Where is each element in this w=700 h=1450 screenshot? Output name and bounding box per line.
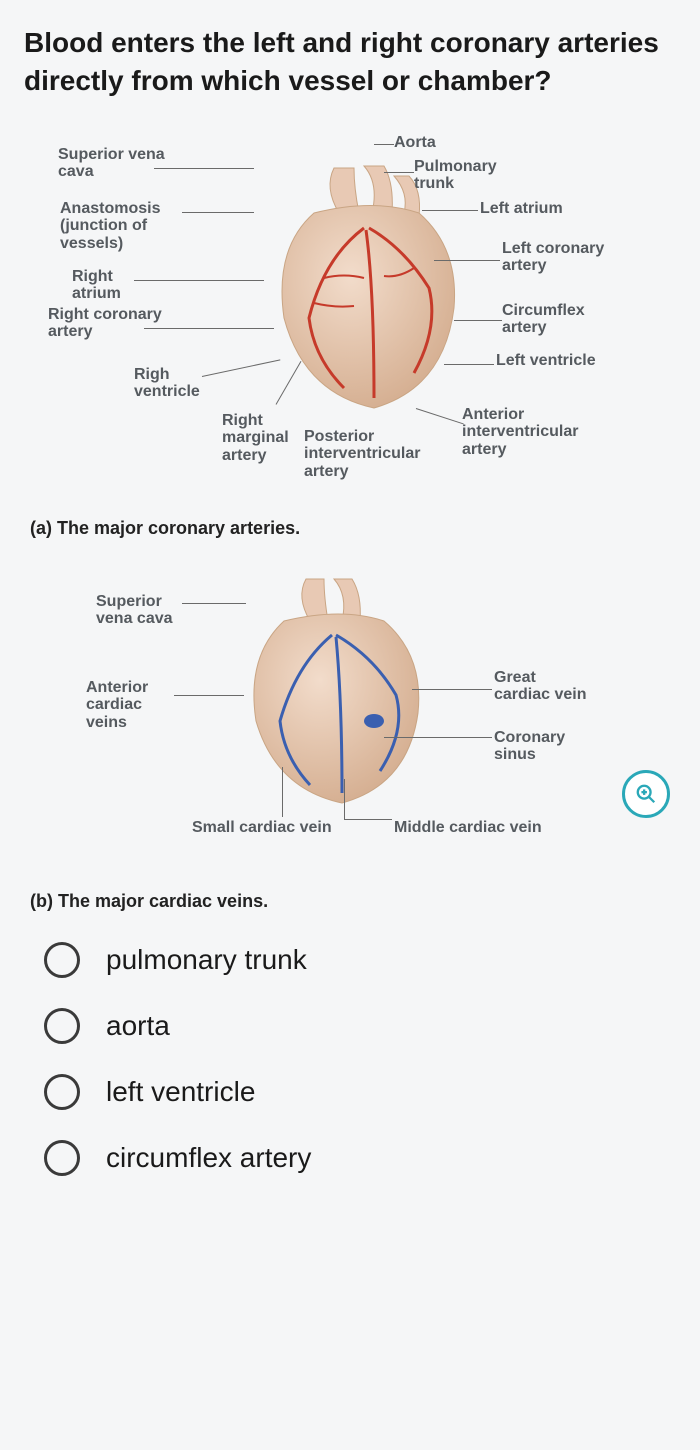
leader-line — [412, 689, 492, 690]
option-left-ventricle[interactable]: left ventricle — [44, 1074, 676, 1110]
label-right-marginal-artery: Right marginal artery — [222, 412, 312, 465]
leader-line — [422, 210, 478, 211]
label-svc-a: Superior vena cava — [58, 146, 168, 181]
radio-icon — [44, 1140, 80, 1176]
label-right-atrium: Right atrium — [72, 268, 152, 303]
leader-line — [344, 819, 392, 820]
option-label: left ventricle — [106, 1076, 255, 1108]
label-great-cardiac-vein: Great cardiac vein — [494, 669, 594, 704]
label-left-coronary-artery: Left coronary artery — [502, 240, 612, 275]
leader-line — [282, 767, 283, 817]
radio-icon — [44, 942, 80, 978]
leader-line — [344, 779, 345, 819]
label-anterior-iv-artery: Anterior interventricular artery — [462, 406, 622, 459]
label-anastomosis: Anastomosis (junction of vessels) — [60, 200, 200, 253]
label-right-coronary-artery: Right coronary artery — [48, 306, 168, 341]
leader-line — [384, 172, 414, 173]
leader-line — [182, 212, 254, 213]
radio-icon — [44, 1008, 80, 1044]
label-right-ventricle: Righ ventricle — [134, 366, 214, 401]
leader-line — [144, 328, 274, 329]
leader-line — [154, 168, 254, 169]
label-pulm-trunk: Pulmonary trunk — [414, 158, 534, 193]
label-coronary-sinus: Coronary sinus — [494, 729, 604, 764]
leader-line — [134, 280, 264, 281]
leader-line — [454, 320, 502, 321]
label-anterior-cardiac-veins: Anterior cardiac veins — [86, 679, 186, 732]
option-label: circumflex artery — [106, 1142, 311, 1174]
leader-line — [174, 695, 244, 696]
label-posterior-iv-artery: Posterior interventricular artery — [304, 428, 444, 481]
leader-line — [444, 364, 494, 365]
label-svc-b: Superior vena cava — [96, 593, 196, 628]
leader-line — [374, 144, 394, 145]
magnify-plus-icon — [635, 783, 657, 805]
caption-b: (b) The major cardiac veins. — [30, 891, 676, 912]
zoom-in-button[interactable] — [622, 770, 670, 818]
option-circumflex-artery[interactable]: circumflex artery — [44, 1140, 676, 1176]
heart-veins-illustration — [224, 571, 444, 811]
diagram-b: Superior vena cava Anterior cardiac vein… — [24, 561, 676, 881]
label-middle-cardiac-vein: Middle cardiac vein — [394, 819, 594, 837]
question-text: Blood enters the left and right coronary… — [24, 24, 676, 100]
label-circumflex-artery: Circumflex artery — [502, 302, 622, 337]
option-aorta[interactable]: aorta — [44, 1008, 676, 1044]
option-label: pulmonary trunk — [106, 944, 307, 976]
option-pulmonary-trunk[interactable]: pulmonary trunk — [44, 942, 676, 978]
diagram-a: Superior vena cava Anastomosis (junction… — [24, 128, 676, 508]
label-left-atrium: Left atrium — [480, 200, 600, 218]
heart-arteries-illustration — [254, 158, 474, 418]
leader-line — [384, 737, 492, 738]
label-aorta: Aorta — [394, 134, 436, 152]
option-label: aorta — [106, 1010, 170, 1042]
leader-line — [182, 603, 246, 604]
radio-icon — [44, 1074, 80, 1110]
caption-a: (a) The major coronary arteries. — [30, 518, 676, 539]
leader-line — [434, 260, 500, 261]
answer-options: pulmonary trunk aorta left ventricle cir… — [24, 942, 676, 1176]
label-left-ventricle: Left ventricle — [496, 352, 596, 370]
label-small-cardiac-vein: Small cardiac vein — [192, 819, 362, 837]
